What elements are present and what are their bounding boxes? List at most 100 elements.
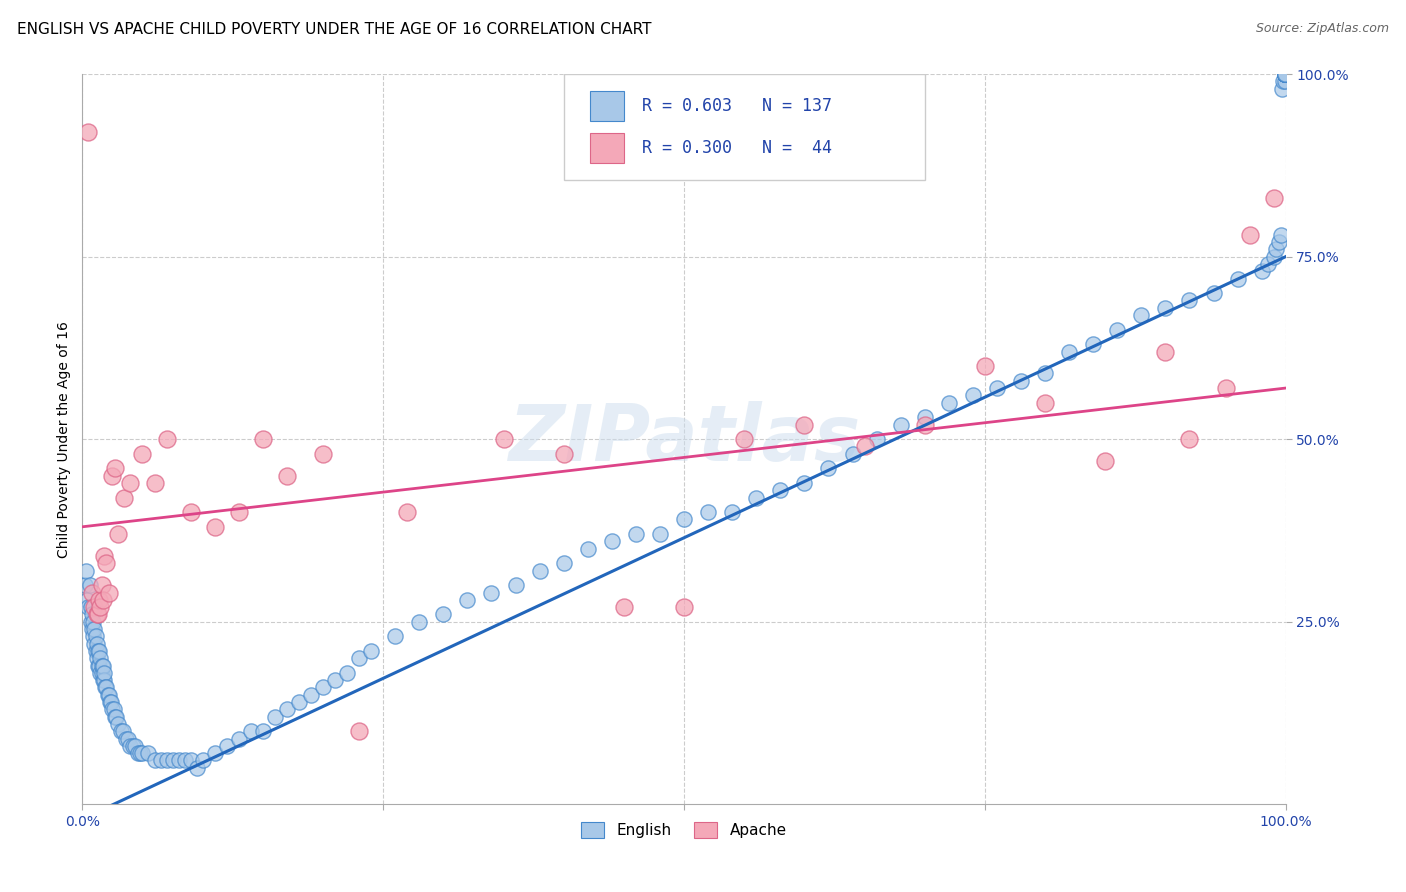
Point xyxy=(299,688,322,702)
Point xyxy=(276,468,298,483)
Point xyxy=(1274,67,1296,81)
Point xyxy=(91,658,114,673)
Point xyxy=(75,564,97,578)
Point xyxy=(914,410,936,425)
Point xyxy=(80,600,103,615)
Point xyxy=(1274,67,1296,81)
Point xyxy=(962,388,984,402)
Point xyxy=(1226,271,1249,285)
Point xyxy=(73,578,96,592)
Point xyxy=(173,754,195,768)
Point xyxy=(97,688,120,702)
Point xyxy=(673,512,696,526)
Point xyxy=(408,615,430,629)
Point xyxy=(84,629,107,643)
Point xyxy=(1202,286,1225,301)
Point xyxy=(204,746,226,760)
Point xyxy=(138,746,160,760)
Point xyxy=(1274,67,1296,81)
Point xyxy=(76,592,98,607)
Point xyxy=(276,702,298,716)
Point xyxy=(600,534,623,549)
Point xyxy=(114,731,136,746)
Point xyxy=(1215,381,1237,395)
Point xyxy=(1263,250,1285,264)
Point xyxy=(1274,67,1296,81)
Point xyxy=(82,629,104,643)
Point xyxy=(129,746,152,760)
Point xyxy=(721,505,744,519)
Point xyxy=(86,651,108,665)
Point xyxy=(93,673,115,688)
Point xyxy=(91,673,114,688)
Point xyxy=(1274,67,1296,81)
Point xyxy=(481,585,503,599)
Point xyxy=(505,578,527,592)
Point xyxy=(127,746,149,760)
Point xyxy=(103,702,125,716)
Point xyxy=(89,658,111,673)
Point xyxy=(432,607,454,622)
Point xyxy=(155,754,177,768)
Point xyxy=(1257,257,1279,271)
Point xyxy=(312,681,335,695)
Point xyxy=(673,600,696,615)
Point xyxy=(180,754,202,768)
Point xyxy=(1274,67,1296,81)
Point xyxy=(91,592,114,607)
Point xyxy=(384,629,406,643)
Y-axis label: Child Poverty Under the Age of 16: Child Poverty Under the Age of 16 xyxy=(58,321,72,558)
Point xyxy=(80,622,103,636)
Point xyxy=(613,600,636,615)
FancyBboxPatch shape xyxy=(591,91,624,121)
Point xyxy=(1130,308,1153,322)
Point xyxy=(77,600,100,615)
Point xyxy=(263,709,285,723)
Point xyxy=(1274,67,1296,81)
Point xyxy=(104,461,127,475)
Point xyxy=(1274,67,1296,81)
Point xyxy=(396,505,419,519)
Point xyxy=(100,695,122,709)
Text: ZIPatlas: ZIPatlas xyxy=(508,401,860,477)
Point xyxy=(1274,67,1296,81)
Point xyxy=(1271,81,1294,95)
Point xyxy=(1274,67,1296,81)
Point xyxy=(143,475,166,490)
Point xyxy=(167,754,190,768)
Point xyxy=(89,651,111,665)
Point xyxy=(1274,67,1296,81)
Point xyxy=(1272,74,1295,88)
Point xyxy=(79,578,101,592)
Point xyxy=(336,665,359,680)
Point xyxy=(86,637,108,651)
Point xyxy=(733,432,755,446)
Point xyxy=(87,607,110,622)
Point xyxy=(80,615,103,629)
Point xyxy=(239,724,262,739)
Point xyxy=(107,717,129,731)
Point xyxy=(155,432,177,446)
Point xyxy=(974,359,997,373)
Text: Source: ZipAtlas.com: Source: ZipAtlas.com xyxy=(1256,22,1389,36)
Point xyxy=(456,592,478,607)
Point xyxy=(90,665,112,680)
Point xyxy=(101,468,124,483)
Point xyxy=(323,673,346,688)
Point xyxy=(83,600,105,615)
Point xyxy=(553,447,575,461)
Point xyxy=(120,739,142,753)
Point xyxy=(87,658,110,673)
Point xyxy=(83,622,105,636)
Point xyxy=(96,681,118,695)
Point xyxy=(865,432,887,446)
Point xyxy=(124,739,146,753)
Point xyxy=(87,644,110,658)
Point xyxy=(89,644,111,658)
Point xyxy=(1274,67,1296,81)
Point xyxy=(112,491,135,505)
Point xyxy=(793,417,815,432)
Point xyxy=(215,739,238,753)
Point xyxy=(1270,227,1292,242)
Point xyxy=(84,644,107,658)
